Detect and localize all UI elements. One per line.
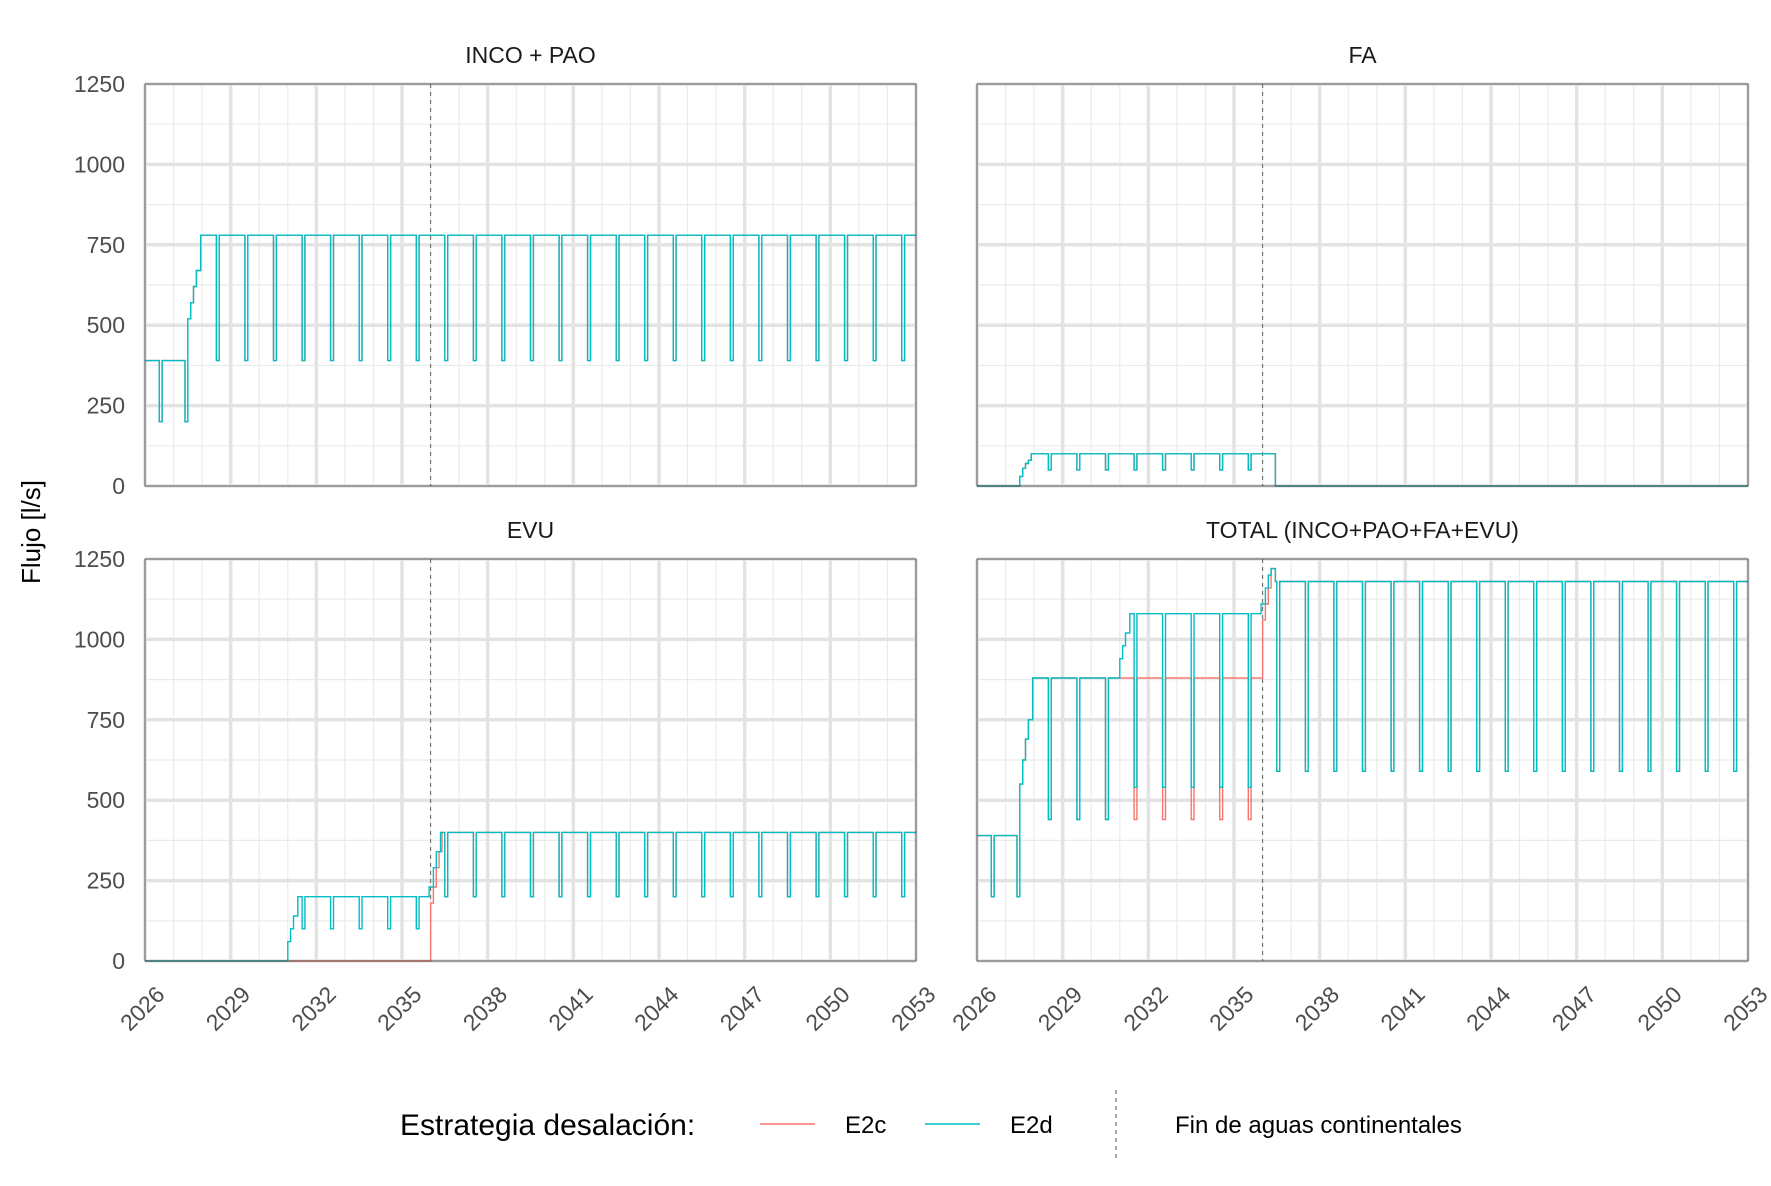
y-tick-label: 250 (87, 393, 125, 419)
x-tick-label: 2044 (1461, 981, 1516, 1036)
y-tick-label: 750 (87, 232, 125, 258)
y-tick-label: 0 (112, 473, 125, 499)
y-tick-label: 0 (112, 948, 125, 974)
x-tick-label: 2041 (1375, 981, 1430, 1036)
x-tick-label: 2032 (286, 981, 341, 1036)
legend-label-e2c: E2c (845, 1112, 886, 1139)
x-tick-label: 2026 (115, 981, 170, 1036)
series-line-e2c (977, 453, 1748, 487)
y-tick-label: 750 (87, 707, 125, 733)
panel-evu: EVU 0 250 500 750 1000 1250 2026 2029 2032 2035 203… (74, 517, 941, 1036)
x-tick-label: 2041 (543, 981, 598, 1036)
series-line-e2d (145, 831, 916, 962)
x-tick-label: 2029 (1033, 981, 1088, 1036)
x-tick-label: 2050 (800, 981, 855, 1036)
panel-title: INCO + PAO (465, 42, 596, 68)
series-line-e2d (977, 567, 1748, 898)
legend-title: Estrategia desalación: (400, 1109, 695, 1142)
series-line-e2d (977, 453, 1748, 487)
x-tick-label: 2029 (201, 981, 256, 1036)
panel-title: TOTAL (INCO+PAO+FA+EVU) (1206, 517, 1519, 543)
y-tick-label: 250 (87, 868, 125, 894)
y-tick-label: 1000 (74, 151, 125, 177)
legend: Estrategia desalación: E2c E2d Fin de ag… (400, 1090, 1462, 1160)
panel-border (144, 83, 917, 487)
x-tick-label: 2026 (947, 981, 1002, 1036)
x-tick-label: 2053 (886, 981, 941, 1036)
panel-total-inco-pao-fa-evu: TOTAL (INCO+PAO+FA+EVU) 2026 2029 2032 2035 2… (947, 517, 1771, 1036)
x-tick-label: 2047 (715, 981, 770, 1036)
panel-fa: FA (975, 42, 1750, 488)
y-tick-label: 1000 (74, 626, 125, 652)
y-tick-label: 1250 (74, 546, 125, 572)
panel-title: FA (1348, 42, 1377, 68)
y-tick-label: 1250 (74, 71, 125, 97)
series-line-e2d (145, 234, 916, 423)
y-tick-label: 500 (87, 312, 125, 338)
x-tick-label: 2050 (1632, 981, 1687, 1036)
panel-border (976, 83, 1749, 487)
panel-border (144, 558, 917, 962)
y-axis-title: Flujo [l/s] (16, 480, 46, 584)
x-tick-label: 2038 (1290, 981, 1345, 1036)
x-tick-label: 2053 (1718, 981, 1771, 1036)
panel-inco-pao: INCO + PAO 0 250 500 750 1000 1250 (74, 42, 918, 499)
x-tick-label: 2035 (1204, 981, 1259, 1036)
legend-label-e2d: E2d (1010, 1112, 1053, 1139)
panel-border (976, 558, 1749, 962)
panel-title: EVU (507, 517, 554, 543)
panels-layer: INCO + PAO 0 250 500 750 1000 1250 FA EVU 0 250 500… (74, 42, 1771, 1036)
legend-label-reference-line: Fin de aguas continentales (1175, 1112, 1462, 1139)
x-tick-label: 2035 (372, 981, 427, 1036)
x-tick-label: 2047 (1547, 981, 1602, 1036)
x-tick-label: 2038 (458, 981, 513, 1036)
y-tick-label: 500 (87, 787, 125, 813)
x-tick-label: 2032 (1118, 981, 1173, 1036)
x-tick-label: 2044 (629, 981, 684, 1036)
